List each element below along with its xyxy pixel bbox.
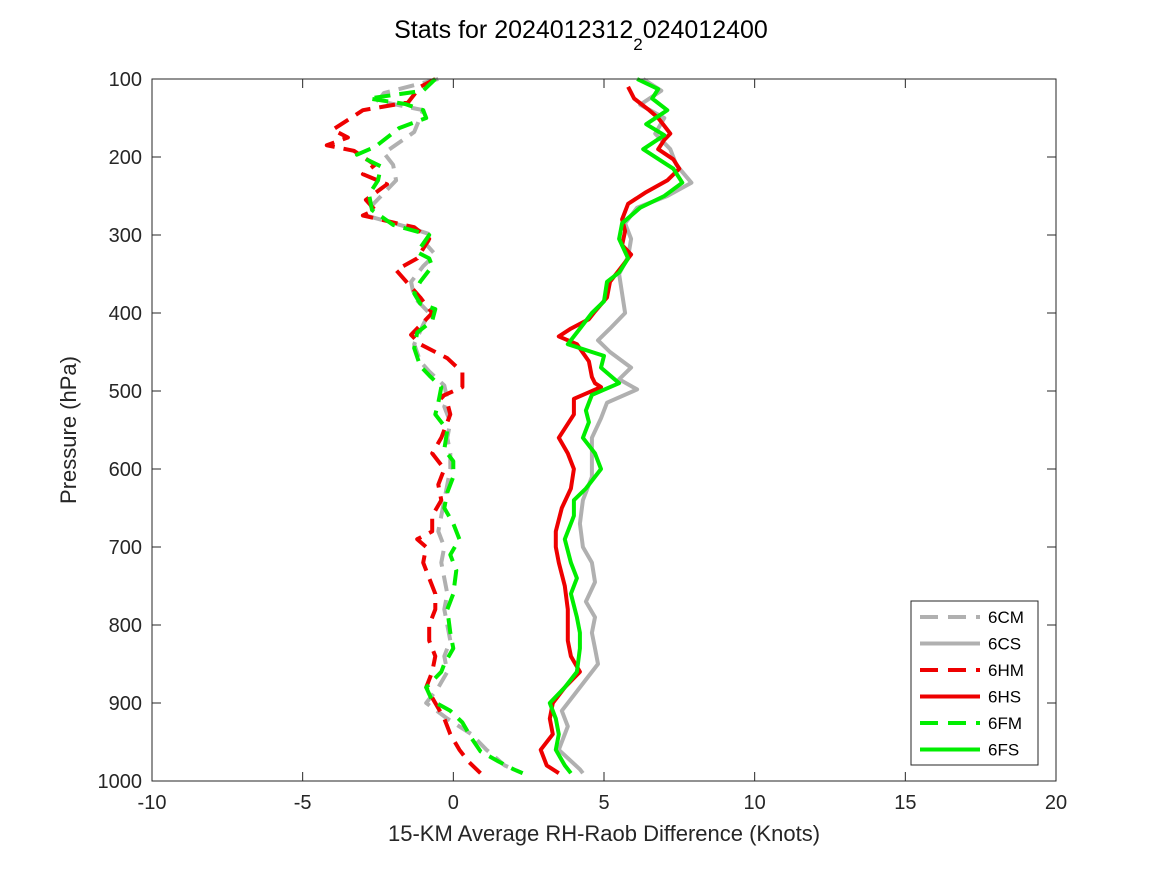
- legend-label-6cs: 6CS: [988, 635, 1021, 654]
- y-tick-label: 500: [109, 381, 142, 403]
- y-tick-label: 300: [109, 225, 142, 247]
- legend-label-6cm: 6CM: [988, 608, 1024, 627]
- title-tail: 024012400: [643, 16, 768, 44]
- y-tick-labels: 100 200 300 400 500 600 700 800 900 1000: [98, 69, 143, 793]
- series-line-6cs: [556, 77, 694, 775]
- plot-area: [152, 79, 1056, 781]
- x-tick-label: 10: [744, 792, 766, 814]
- series-line-6fm: [354, 77, 524, 776]
- x-tick-label: 20: [1045, 792, 1067, 814]
- legend-label-6hm: 6HM: [988, 661, 1024, 680]
- y-tick-label: 800: [109, 615, 142, 637]
- y-tick-label: 900: [109, 693, 142, 715]
- y-tick-label: 600: [109, 459, 142, 481]
- legend-label-6fs: 6FS: [988, 741, 1019, 760]
- x-tick-label: 5: [598, 792, 609, 814]
- y-tick-label: 100: [109, 69, 142, 91]
- x-tick-label: 0: [448, 792, 459, 814]
- legend-label-6hs: 6HS: [988, 688, 1021, 707]
- y-tick-label: 400: [109, 303, 142, 325]
- x-tick-labels: -10 -5 0 5 10 15 20: [138, 792, 1068, 814]
- x-tick-label: -5: [294, 792, 312, 814]
- title-subscript: 2: [633, 35, 642, 54]
- legend: 6CM 6CS 6HM 6HS 6FM 6FS: [910, 600, 1039, 766]
- y-tick-label: 200: [109, 147, 142, 169]
- chart-title: Stats for 20240123122024012400: [394, 16, 768, 54]
- title-main: Stats for 2024012312: [394, 16, 633, 44]
- y-tick-label: 1000: [98, 771, 143, 793]
- x-tick-label: -10: [138, 792, 167, 814]
- legend-label-6fm: 6FM: [988, 714, 1022, 733]
- plot-frame: [151, 78, 1057, 782]
- y-tick-label: 700: [109, 537, 142, 559]
- legend-box: [910, 600, 1039, 766]
- y-axis-label: Pressure (hPa): [56, 356, 81, 504]
- x-tick-label: 15: [894, 792, 916, 814]
- series-layer: [324, 77, 694, 776]
- x-axis-label: 15-KM Average RH-Raob Difference (Knots): [388, 821, 820, 846]
- series-line-6fs: [547, 77, 685, 775]
